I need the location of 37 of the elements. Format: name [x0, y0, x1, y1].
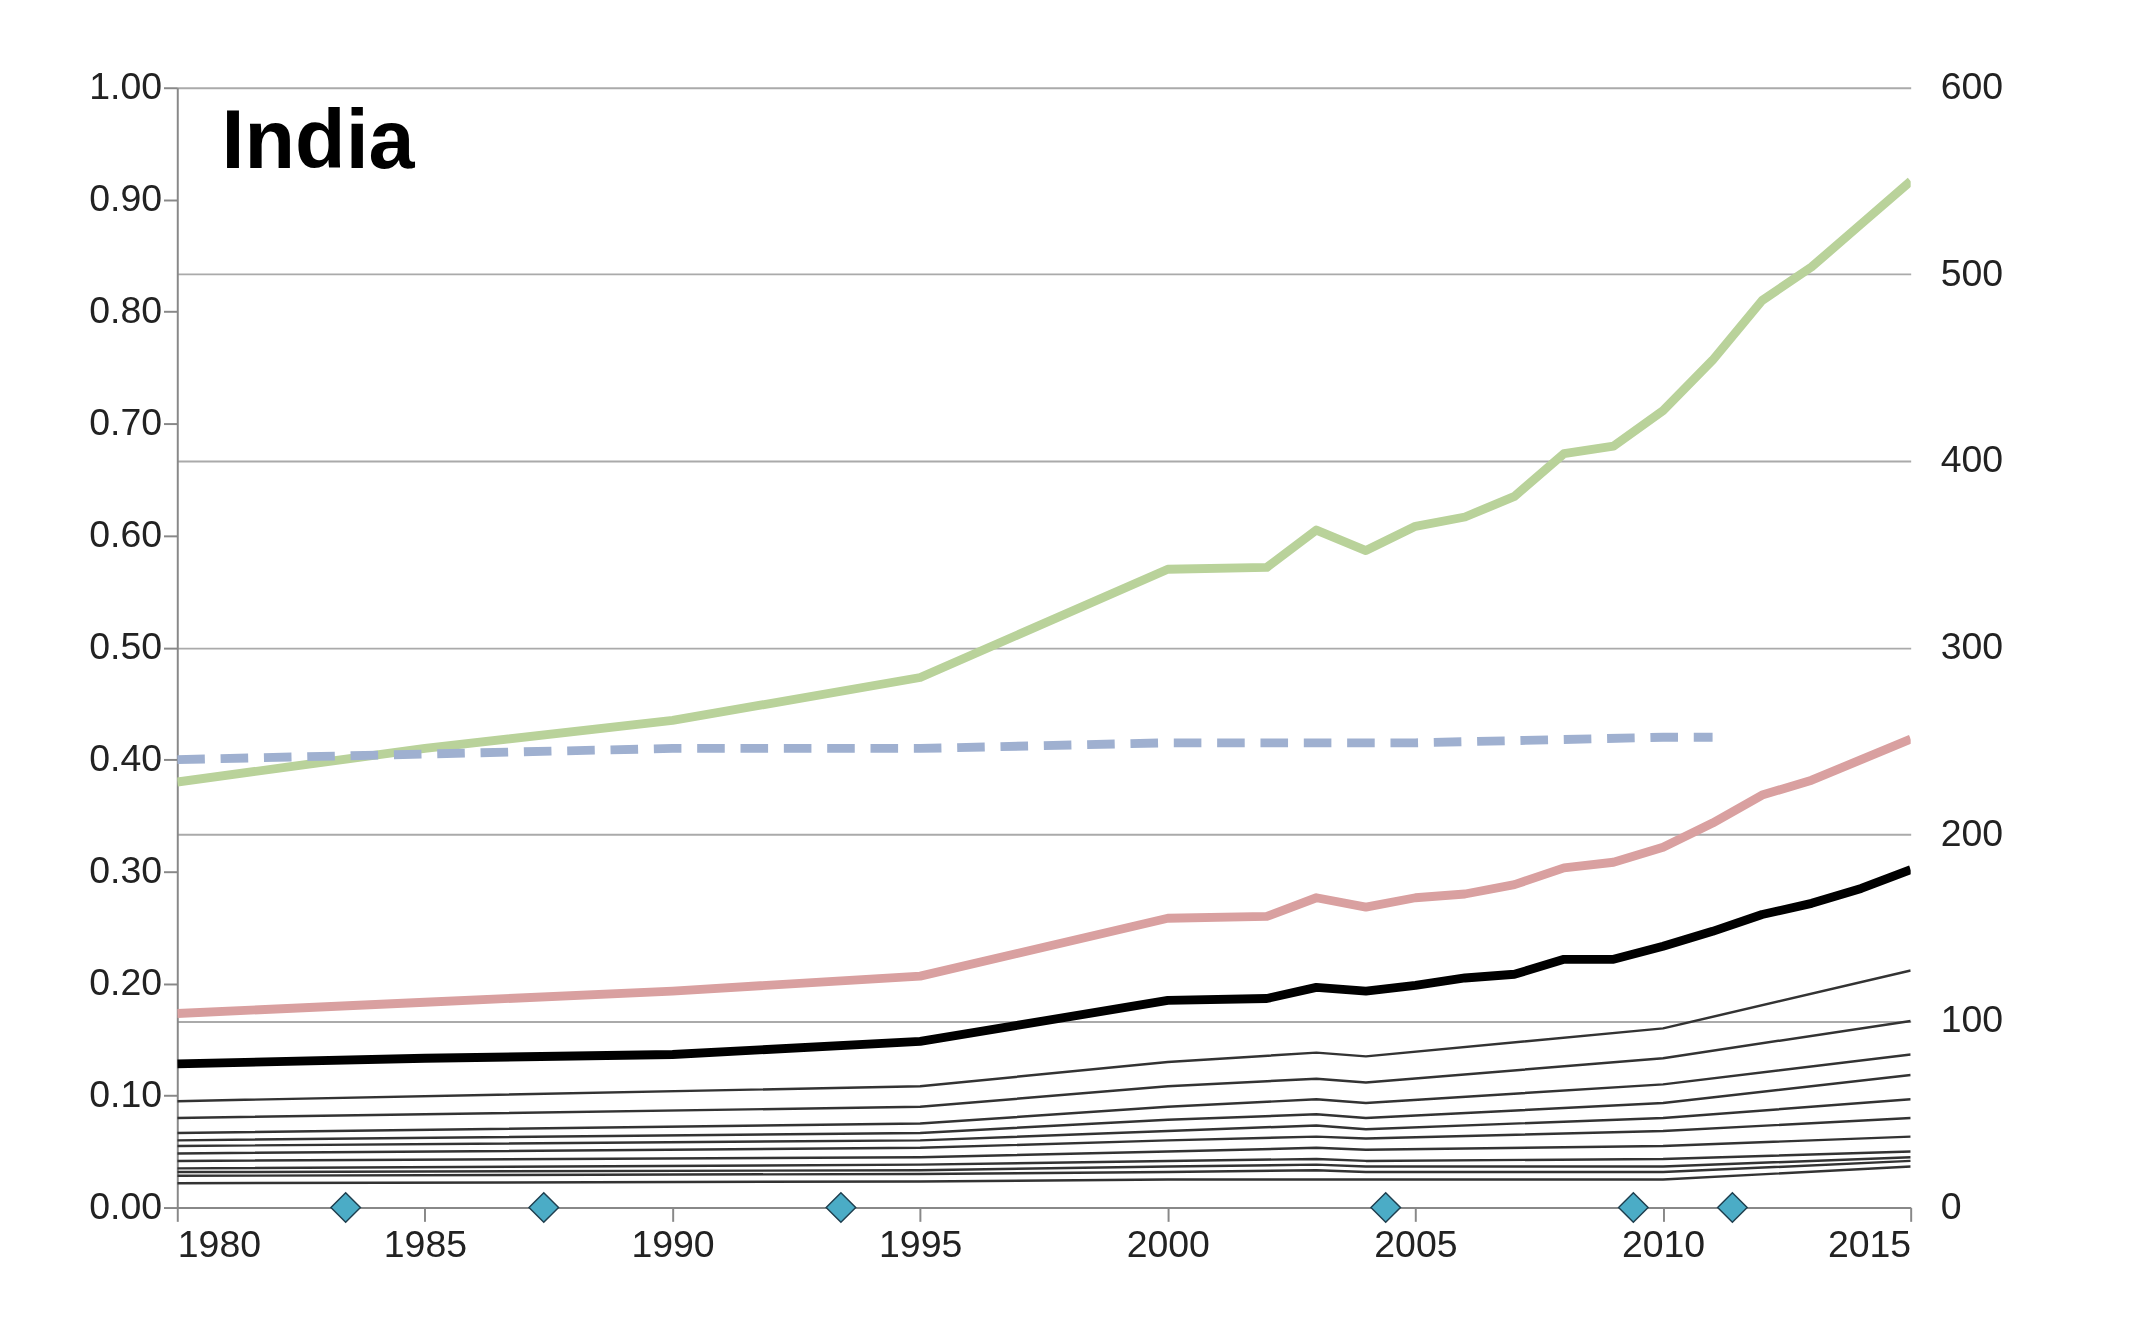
x-tick-label: 2005: [1374, 1223, 1458, 1266]
x-tick-label: 2000: [1126, 1223, 1210, 1266]
line-series: [177, 1073, 1911, 1142]
y-tick-label: 0.50: [89, 624, 163, 667]
chart-title: India: [221, 92, 416, 186]
y-tick-label: 0.60: [89, 512, 163, 555]
y2-tick-label: 200: [1940, 811, 2004, 854]
line-series: [177, 1159, 1911, 1178]
x-tick-label: 1990: [631, 1223, 715, 1266]
x-tick-label: 1980: [177, 1223, 261, 1266]
y-tick-label: 0.90: [89, 177, 163, 220]
y2-tick-label: 400: [1940, 438, 2004, 481]
line-series: [177, 1116, 1911, 1155]
y-tick-label: 1.00: [89, 65, 163, 108]
y-tick-label: 0.70: [89, 401, 163, 444]
y2-tick-label: 300: [1940, 624, 2004, 667]
y2-tick-label: 0: [1940, 1184, 1962, 1227]
y-tick-label: 0.40: [89, 736, 163, 779]
x-tick-label: 2010: [1621, 1223, 1706, 1266]
y-tick-label: 0.00: [89, 1184, 163, 1227]
line-series: [177, 1019, 1911, 1120]
line-series: [177, 1098, 1911, 1148]
line-series: [177, 1053, 1911, 1135]
x-tick-label: 2015: [1827, 1223, 1912, 1266]
y2-tick-label: 100: [1940, 998, 2004, 1041]
y2-tick-label: 500: [1940, 251, 2004, 294]
x-tick-label: 1985: [383, 1223, 468, 1266]
line-series: [177, 1135, 1911, 1163]
y-tick-label: 0.20: [89, 960, 163, 1003]
line-series: [177, 969, 1911, 1103]
line-series: [177, 1150, 1911, 1170]
y-tick-label: 0.10: [89, 1072, 163, 1115]
y2-tick-label: 600: [1940, 65, 2004, 108]
y-tick-label: 0.80: [89, 289, 163, 332]
x-tick-label: 1995: [879, 1223, 963, 1266]
line-series: [177, 1165, 1911, 1185]
y-tick-label: 0.30: [89, 848, 163, 891]
